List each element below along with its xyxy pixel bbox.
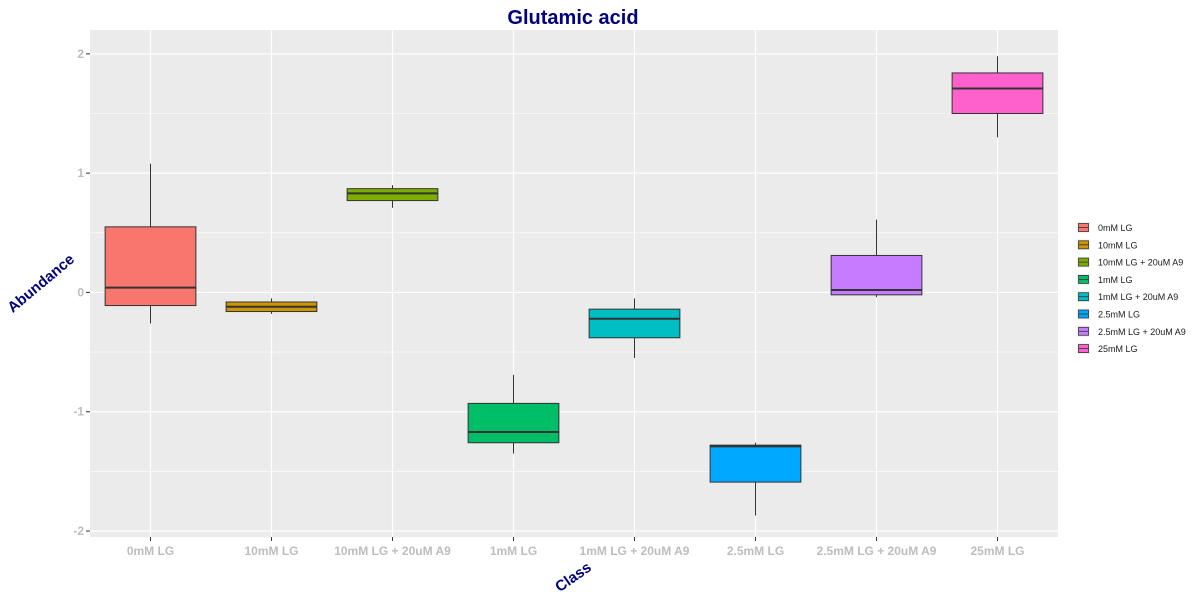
x-tick-label: 10mM LG + 20uM A9 — [334, 544, 451, 558]
legend-label: 10mM LG — [1098, 240, 1138, 250]
legend-label: 1mM LG + 20uM A9 — [1098, 292, 1178, 302]
box-body — [467, 402, 560, 444]
box-1 — [104, 163, 197, 324]
box-body — [830, 254, 923, 296]
legend-label: 10mM LG + 20uM A9 — [1098, 258, 1183, 268]
x-tick-label: 1mM LG + 20uM A9 — [580, 544, 690, 558]
legend-label: 25mM LG — [1098, 344, 1138, 354]
legend-item: 2.5mM LG — [1077, 308, 1140, 320]
x-tick-label: 0mM LG — [127, 544, 174, 558]
legend-item: 1mM LG + 20uM A9 — [1077, 291, 1178, 303]
x-tick-label: 10mM LG — [244, 544, 298, 558]
y-tick-label: 2 — [77, 47, 84, 61]
box-body — [104, 226, 197, 307]
chart-title: Glutamic acid — [507, 7, 638, 29]
box-body — [951, 72, 1044, 115]
legend-label: 0mM LG — [1098, 223, 1133, 233]
box-3 — [346, 185, 439, 208]
box-8 — [951, 56, 1044, 138]
y-tick-label: 0 — [77, 285, 84, 299]
legend-item: 2.5mM LG + 20uM A9 — [1077, 325, 1186, 337]
x-tick-label: 25mM LG — [970, 544, 1024, 558]
legend: 0mM LG 10mM LG 10mM LG + 20uM A9 1mM LG 1mM … — [1077, 222, 1186, 355]
x-tick-label: 1mM LG — [490, 544, 537, 558]
box-body — [588, 308, 681, 339]
legend-label: 2.5mM LG + 20uM A9 — [1098, 327, 1186, 337]
legend-item: 25mM LG — [1077, 343, 1138, 355]
y-tick-label: -2 — [73, 524, 84, 538]
x-axis: 0mM LG 10mM LG 10mM LG + 20uM A9 1mM LG 1mM … — [127, 537, 1025, 558]
y-tick-label: 1 — [77, 166, 84, 180]
box-6 — [709, 442, 802, 516]
legend-item: 0mM LG — [1077, 222, 1133, 233]
legend-item: 10mM LG + 20uM A9 — [1077, 256, 1183, 268]
legend-label: 1mM LG — [1098, 275, 1133, 285]
x-tick-label: 2.5mM LG + 20uM A9 — [817, 544, 937, 558]
y-tick-label: -1 — [73, 405, 84, 419]
plot-panel — [90, 30, 1058, 537]
box-5 — [588, 298, 681, 359]
box-4 — [467, 374, 560, 454]
x-axis-title: Class — [552, 559, 595, 596]
box-body — [346, 188, 439, 202]
legend-item: 1mM LG — [1077, 273, 1133, 285]
box-2 — [225, 298, 318, 314]
box-body — [709, 444, 802, 483]
legend-item: 10mM LG — [1077, 239, 1138, 251]
y-axis-title: Abundance — [4, 251, 78, 317]
legend-label: 2.5mM LG — [1098, 310, 1140, 320]
box-7 — [830, 219, 923, 298]
y-axis: -2 -1 0 1 2 — [73, 47, 90, 538]
x-tick-label: 2.5mM LG — [727, 544, 784, 558]
